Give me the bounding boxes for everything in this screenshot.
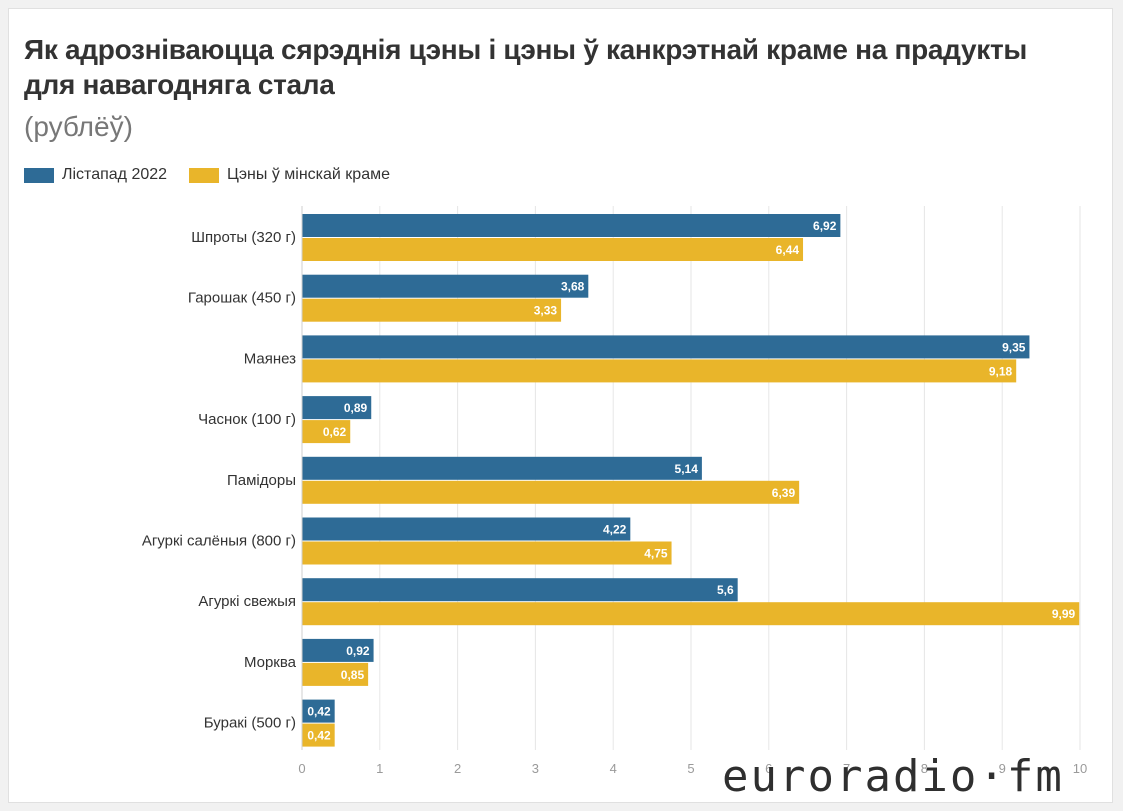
x-tick-label: 10 (1073, 761, 1087, 776)
bar (302, 723, 335, 747)
data-label: 0,89 (344, 401, 368, 415)
x-tick-label: 7 (843, 761, 850, 776)
legend-swatch-series-1 (24, 167, 54, 183)
data-label: 6,39 (772, 486, 796, 500)
bar (302, 335, 1030, 359)
data-label: 6,44 (776, 243, 800, 257)
data-label: 0,42 (307, 705, 331, 719)
x-tick-label: 1 (376, 761, 383, 776)
bar (302, 359, 1017, 383)
data-label: 5,14 (675, 462, 699, 476)
category-label: Шпроты (320 г) (191, 229, 296, 246)
bar (302, 298, 562, 322)
data-label: 3,33 (534, 304, 558, 318)
bar (302, 602, 1080, 626)
category-label: Буракі (500 г) (204, 715, 296, 732)
category-label: Агуркі свежыя (198, 593, 296, 610)
bar (302, 396, 372, 420)
category-label: Морква (244, 654, 297, 671)
legend-item-series-2[interactable]: Цэны ў мінскай краме (189, 166, 390, 184)
bar (302, 274, 589, 298)
data-label: 6,92 (813, 219, 837, 233)
data-label: 0,85 (341, 668, 365, 682)
bar (302, 638, 374, 662)
chart-subtitle: (рублёў) (24, 111, 133, 142)
data-label: 5,6 (717, 583, 734, 597)
data-label: 0,62 (323, 425, 347, 439)
bar (302, 541, 672, 565)
data-label: 4,75 (644, 547, 668, 561)
category-label: Памідоры (227, 472, 296, 489)
x-tick-label: 6 (765, 761, 772, 776)
legend-item-series-1[interactable]: Лістапад 2022 (24, 166, 167, 184)
legend-label-series-2: Цэны ў мінскай краме (227, 166, 390, 183)
data-label: 9,99 (1052, 607, 1076, 621)
data-label: 9,35 (1002, 340, 1026, 354)
x-tick-label: 0 (298, 761, 305, 776)
bar (302, 238, 804, 261)
category-label: Агуркі салёныя (800 г) (142, 533, 296, 550)
bar (302, 699, 335, 723)
watermark-logo: euroradio·fm (722, 751, 1064, 802)
x-tick-label: 3 (532, 761, 539, 776)
bar (302, 420, 351, 444)
bar (302, 517, 631, 541)
legend-swatch-series-2 (189, 167, 220, 183)
x-tick-label: 8 (921, 761, 928, 776)
chart-card (8, 8, 1113, 803)
data-label: 4,22 (603, 523, 627, 537)
data-label: 0,42 (307, 729, 331, 743)
data-label: 9,18 (989, 364, 1013, 378)
data-label: 0,92 (346, 644, 370, 658)
bar (302, 480, 800, 504)
category-label: Часнок (100 г) (198, 411, 296, 428)
chart-title: Як адрозніваюцца сярэднія цэны і цэны ў … (24, 34, 1028, 100)
bar (302, 456, 702, 480)
x-tick-label: 5 (687, 761, 694, 776)
legend: Лістапад 2022 Цэны ў мінскай краме (24, 166, 412, 184)
category-label: Маянез (244, 350, 296, 367)
data-label: 3,68 (561, 280, 585, 294)
x-tick-label: 4 (610, 761, 617, 776)
bar (302, 214, 841, 237)
bar (302, 662, 369, 686)
x-tick-label: 9 (999, 761, 1006, 776)
x-tick-label: 2 (454, 761, 461, 776)
bar (302, 578, 738, 602)
category-label: Гарошак (450 г) (188, 290, 296, 307)
legend-label-series-1: Лістапад 2022 (62, 166, 168, 183)
